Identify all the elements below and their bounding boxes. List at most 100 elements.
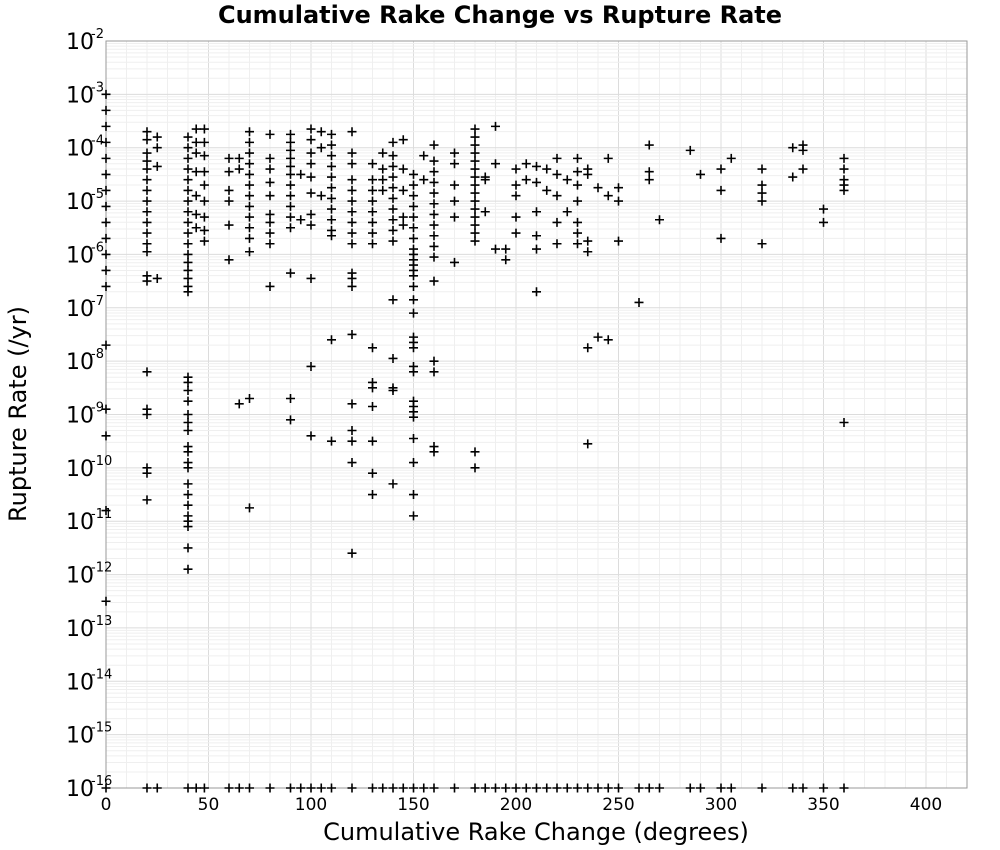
data-point [757,239,767,249]
data-point [470,124,480,134]
data-point [347,399,357,409]
data-point [409,169,418,179]
data-point [316,783,326,793]
y-tick-label: 10 [66,297,94,322]
data-point [101,506,111,516]
data-point [183,522,193,532]
data-point [429,447,439,457]
data-point [388,236,398,246]
data-point [429,209,439,219]
y-axis-label: Rupture Rate (/yr) [4,306,32,522]
data-point [183,239,193,249]
y-tick-exponent: -11 [91,507,112,522]
data-point [716,164,726,174]
data-point [573,153,582,163]
data-point [583,439,593,449]
data-point [470,228,480,238]
data-point [409,191,418,201]
data-point [306,273,316,283]
data-point [388,353,398,363]
data-point [306,135,316,145]
data-point [327,172,336,182]
data-point [245,201,254,211]
data-point [286,137,295,147]
data-point [245,393,254,403]
data-point [603,153,613,163]
data-point [552,783,562,793]
data-point [470,140,480,150]
data-point [470,783,480,793]
y-tick-exponent: -13 [91,614,112,629]
data-point [614,783,623,793]
data-point [327,129,336,139]
data-point [245,137,254,147]
data-point [419,175,429,185]
data-point [378,148,388,158]
data-point [101,265,111,275]
data-point [101,340,111,350]
x-tick-label: 300 [705,795,737,815]
data-point [183,164,193,174]
data-point [450,180,459,190]
data-point [788,172,798,182]
y-tick-exponent: -16 [91,774,112,789]
data-point [199,137,209,147]
data-point [388,183,398,193]
data-point [327,335,336,345]
data-point [470,447,480,457]
data-point [265,177,275,187]
data-point [347,127,357,137]
data-point [429,231,439,241]
data-point [101,185,111,195]
data-point [183,410,193,419]
data-point [655,215,664,225]
data-point [224,783,234,793]
data-point [183,543,193,553]
data-point [199,783,209,793]
data-point [183,249,193,259]
data-point [491,159,500,169]
y-tick-label: 10 [66,243,94,268]
data-point [224,220,234,230]
data-point [409,201,418,211]
data-point [726,153,736,163]
x-tick-label: 150 [397,795,429,815]
data-point [757,188,767,198]
data-point [101,281,111,291]
data-point [306,124,316,134]
data-point [583,783,593,793]
data-point [142,367,152,377]
data-point [409,367,418,377]
data-point [224,196,234,206]
data-point [409,412,418,422]
data-point [347,436,357,446]
data-point [429,177,439,187]
data-point [388,137,398,147]
data-point [191,148,201,158]
data-point [286,201,295,211]
data-point [552,191,562,201]
data-point [839,783,849,793]
data-point [286,180,295,190]
data-point [378,164,388,174]
data-point [286,212,295,222]
data-point [347,281,357,291]
data-point [316,127,326,137]
data-point [511,212,521,222]
data-point [183,273,193,283]
data-point [183,783,193,793]
data-point [409,490,418,500]
data-point [265,191,275,201]
data-point [234,164,244,174]
data-point [286,393,295,403]
data-point [511,164,521,174]
data-point [470,188,480,198]
data-point [245,212,254,222]
data-point [245,247,254,257]
data-point [327,140,336,150]
data-point [142,410,152,419]
data-point [327,161,336,171]
data-point [532,177,541,187]
data-point [409,212,418,222]
data-point [368,490,377,500]
